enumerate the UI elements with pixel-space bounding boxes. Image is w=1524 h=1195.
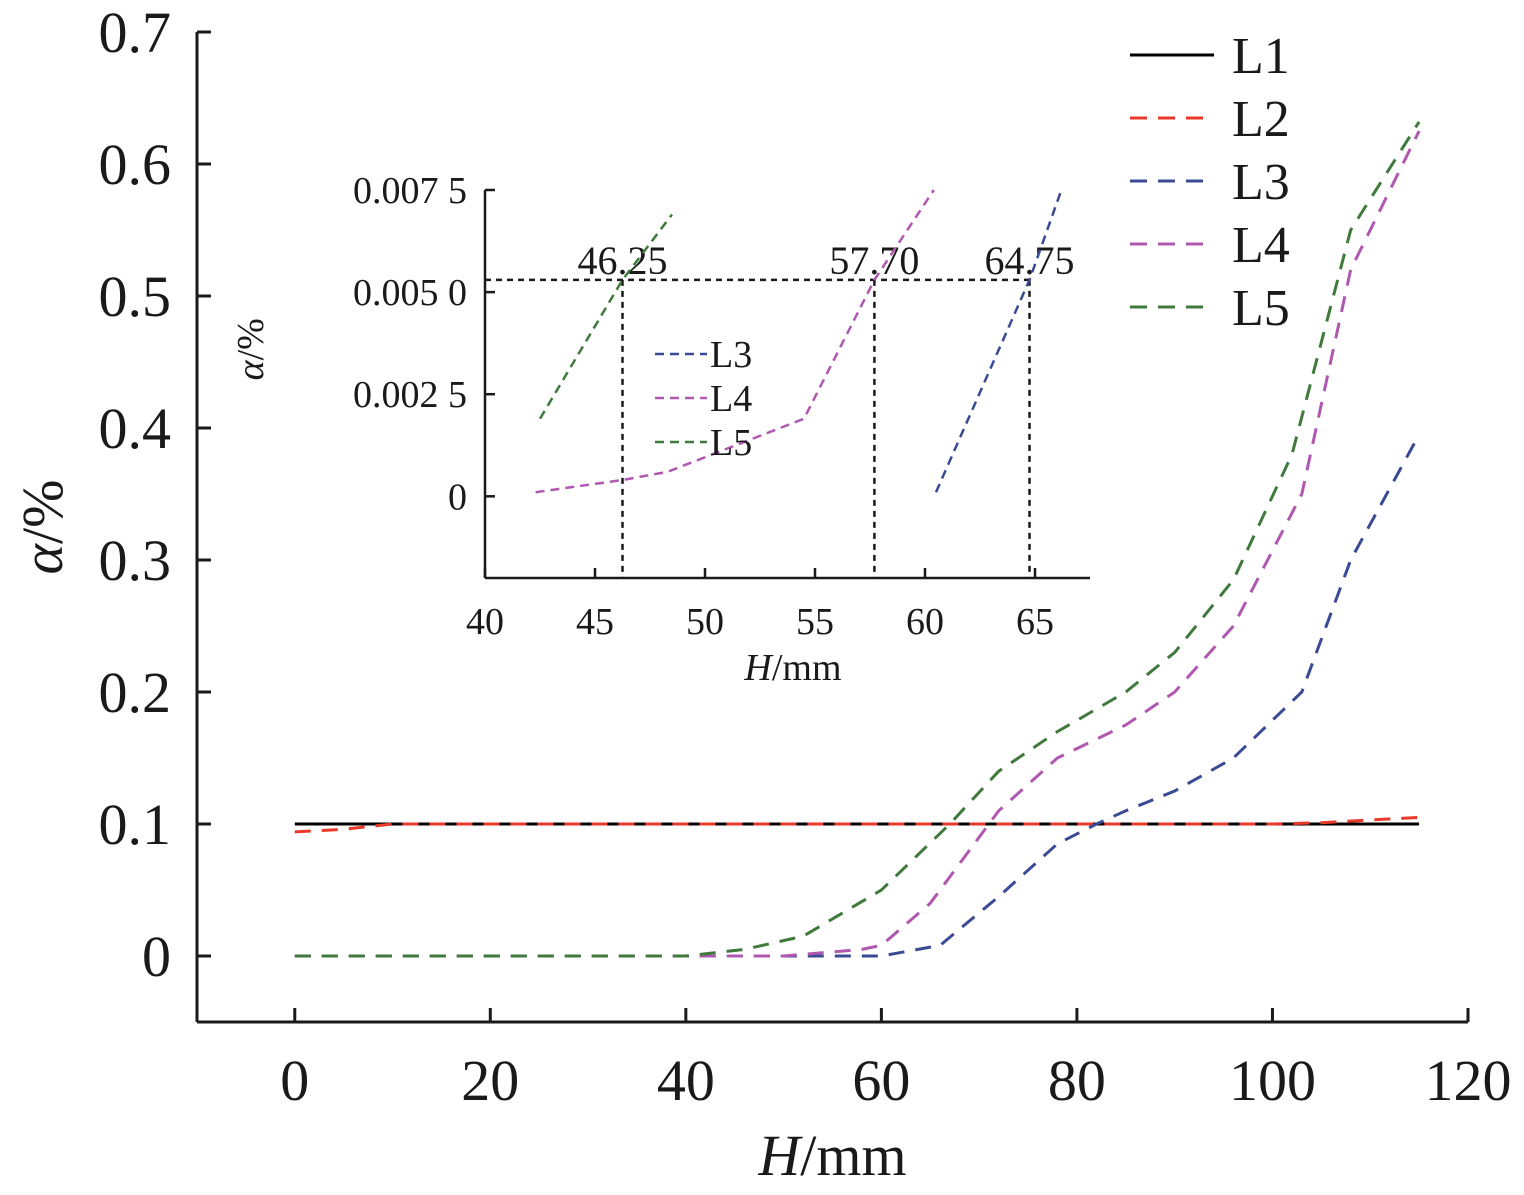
main-y-axis-label: α/%	[10, 480, 75, 575]
inset-y-tick-label: 0.002 5	[353, 374, 467, 416]
main-y-tick-label: 0.4	[99, 396, 172, 461]
main-x-tick-label: 60	[852, 1048, 910, 1113]
main-plot: 0 20 40 60 80 100 120 0 0.1 0.2 0.3 0.4 0.5 0.6 0.7 H/m…	[10, 0, 1512, 1188]
main-y-tick-label: 0.2	[99, 660, 172, 725]
inset-series-l4-line	[535, 189, 935, 494]
main-x-tick-label: 120	[1425, 1048, 1512, 1113]
inset-y-tick-label: 0	[448, 476, 467, 518]
main-legend-label-l5: L5	[1232, 280, 1290, 337]
main-x-axis-label-unit: /mm	[800, 1123, 906, 1188]
inset-x-tick-label: 45	[576, 601, 614, 643]
main-y-axis-label-unit: /%	[10, 480, 75, 544]
inset-y-tick-label: 0.007 5	[353, 170, 467, 212]
inset-y-axis-label-symbol: α	[230, 359, 272, 380]
inset-y-tick-label: 0.005 0	[353, 272, 467, 314]
inset-x-tick-label: 65	[1016, 601, 1054, 643]
inset-annotation-label: 64.75	[985, 238, 1075, 283]
main-series-l3-line	[294, 433, 1421, 958]
main-x-tick-label: 40	[657, 1048, 715, 1113]
inset-x-tick-label: 55	[796, 601, 834, 643]
inset-series-l5-line	[538, 213, 673, 420]
inset-x-axis-label-symbol: H	[743, 647, 774, 689]
inset-x-tick-label: 40	[466, 601, 504, 643]
inset-x-tick-label: 60	[906, 601, 944, 643]
main-x-tick-label: 80	[1048, 1048, 1106, 1113]
main-legend: L1 L2 L3 L4 L5	[1130, 28, 1290, 337]
main-series-l5-line	[294, 120, 1421, 958]
main-y-tick-label: 0	[142, 924, 171, 989]
main-x-axis-label-symbol: H	[757, 1123, 803, 1188]
inset-legend-label-l5: L5	[710, 422, 752, 464]
main-x-tick-label: 0	[280, 1048, 309, 1113]
inset-series-l3-line	[934, 189, 1063, 493]
inset-x-axis-label-unit: /mm	[772, 647, 842, 689]
inset-y-axis-label-unit: /%	[230, 318, 272, 360]
inset-x-tick-label: 50	[686, 601, 724, 643]
inset-y-axis-label: α/%	[230, 318, 272, 380]
main-legend-label-l2: L2	[1232, 91, 1290, 148]
inset-legend-label-l4: L4	[710, 378, 752, 420]
main-legend-label-l4: L4	[1232, 217, 1290, 274]
main-x-axis-label: H/mm	[757, 1123, 906, 1188]
main-series-l4-line	[294, 130, 1421, 958]
main-y-tick-label: 0.7	[99, 0, 172, 65]
main-legend-label-l1: L1	[1232, 28, 1290, 85]
inset-legend-label-l3: L3	[710, 334, 752, 376]
inset-annotation-label: 46.25	[578, 238, 668, 283]
main-y-tick-label: 0.1	[99, 792, 172, 857]
main-y-axis-label-symbol: α	[10, 542, 75, 574]
inset-x-axis-label: H/mm	[743, 647, 841, 689]
inset-annotation-label: 57.70	[829, 238, 919, 283]
main-y-tick-label: 0.5	[99, 264, 172, 329]
main-x-tick-label: 100	[1229, 1048, 1316, 1113]
main-x-tick-label: 20	[461, 1048, 519, 1113]
main-y-tick-label: 0.3	[99, 528, 172, 593]
main-y-tick-label: 0.6	[99, 132, 172, 197]
main-series-l2-line	[294, 815, 1420, 834]
main-legend-label-l3: L3	[1232, 154, 1290, 211]
